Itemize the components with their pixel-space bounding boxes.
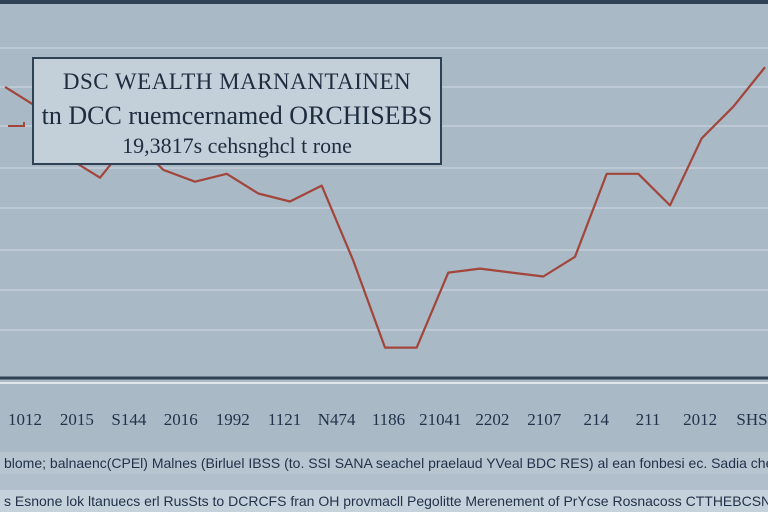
caption-line-2: s Esnone lok ltanuecs erl RusSts to DCRC… <box>0 490 768 512</box>
caption-line-1: blome; balnaenc(CPEl) Malnes (Birluel IB… <box>0 452 768 474</box>
top-border <box>0 0 768 4</box>
chart-subtitle-2: 19,3817s cehsnghcl t rone <box>122 133 352 158</box>
caption-band <box>0 474 768 490</box>
x-tick-labels: 1012 2015 S144 2016 1992 1121 N474 1186 21041 220… <box>8 410 768 429</box>
x-tick-label: SHS <box>736 410 767 429</box>
x-tick-label: 2015 <box>60 410 94 429</box>
x-tick-label: 1121 <box>268 410 301 429</box>
chart-title: DSC WEALTH MARNANTAINEN <box>62 69 412 94</box>
legend-marker <box>8 122 25 127</box>
x-tick-label: 1012 <box>8 410 42 429</box>
title-box: DSC WEALTH MARNANTAINEN tn DCC ruemcerna… <box>32 57 442 165</box>
x-tick-label: S144 <box>111 410 146 429</box>
x-tick-label: 2012 <box>683 410 717 429</box>
chart-subtitle: tn DCC ruemcernamed ORCHISEBS <box>41 101 433 130</box>
x-tick-label: 2107 <box>527 410 562 429</box>
x-tick-label: 1186 <box>372 410 405 429</box>
x-tick-label: 214 <box>583 410 609 429</box>
x-tick-label: 2016 <box>164 410 198 429</box>
x-tick-label: 21041 <box>419 410 462 429</box>
x-tick-label: 2202 <box>475 410 509 429</box>
x-tick-label: 1992 <box>216 410 250 429</box>
x-tick-label: 211 <box>636 410 661 429</box>
x-tick-label: N474 <box>318 410 356 429</box>
